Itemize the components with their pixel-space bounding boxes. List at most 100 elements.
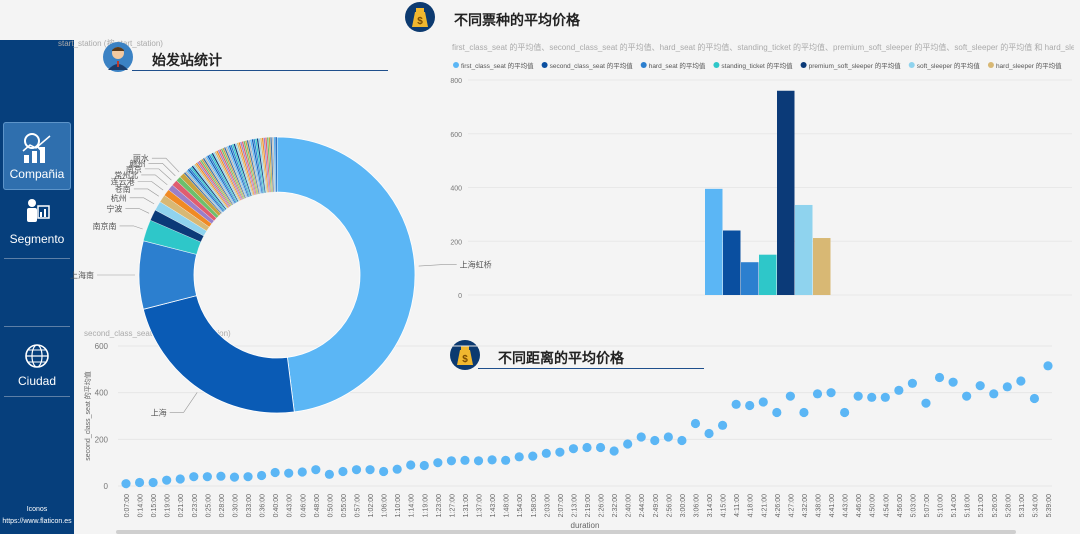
scatter-point xyxy=(324,469,334,479)
svg-text:$: $ xyxy=(462,354,468,365)
bar-y-tick-label: 0 xyxy=(458,293,462,300)
icon-credits: Iconos https://www.flaticon.es xyxy=(0,504,74,528)
scatter-point xyxy=(962,391,972,401)
scatter-x-tick-label: 4:50:00 xyxy=(870,494,877,517)
scatter-x-tick-label: 3:06:00 xyxy=(693,494,700,517)
scatter-point xyxy=(175,474,185,484)
scatter-y-tick-label: 200 xyxy=(95,435,109,444)
scatter-point xyxy=(636,432,646,442)
scatter-point xyxy=(650,435,660,446)
scatter-point xyxy=(826,388,836,398)
money-bag-icon-2: $ xyxy=(450,340,480,370)
scatter-x-tick-label: 5:39:00 xyxy=(1046,494,1053,517)
scatter-point xyxy=(623,439,633,449)
scatter-x-tick-label: 1:48:00 xyxy=(504,494,511,517)
scatter-x-tick-label: 0:50:00 xyxy=(327,494,334,517)
distance-title-underline xyxy=(478,368,704,369)
bar-y-tick-label: 600 xyxy=(450,132,462,139)
scatter-point xyxy=(853,391,863,401)
svg-text:$: $ xyxy=(417,16,423,27)
scatter-point xyxy=(446,456,457,466)
scatter-x-tick-label: 3:00:00 xyxy=(680,494,687,517)
scatter-x-tick-label: 1:54:00 xyxy=(517,494,524,517)
scatter-x-tick-label: 5:21:00 xyxy=(978,494,985,517)
scatter-point xyxy=(256,470,267,481)
station-panel-title: 始发站统计 xyxy=(152,53,222,69)
scatter-x-tick-label: 2:13:00 xyxy=(571,494,578,517)
ticket-chart-subtitle: first_class_seat 的平均值、second_class_seat … xyxy=(452,43,1074,52)
bar xyxy=(705,188,723,295)
scatter-x-tick-label: 5:07:00 xyxy=(924,494,931,517)
scatter-x-tick-label: 0:33:00 xyxy=(246,494,253,517)
scatter-point xyxy=(582,442,592,453)
donut-leader-line xyxy=(137,181,164,191)
scatter-x-tick-label: 0:19:00 xyxy=(165,494,172,517)
scatter-point xyxy=(541,448,551,458)
donut-leader-line xyxy=(148,162,176,177)
scatter-point xyxy=(189,472,199,482)
scatter-x-tick-label: 4:32:00 xyxy=(802,494,809,517)
scatter-point xyxy=(717,420,728,430)
donut-slice-label: 宁波 xyxy=(106,204,122,214)
scatter-x-tick-label: 5:28:00 xyxy=(1005,494,1012,517)
scatter-x-tick-label: 0:21:00 xyxy=(178,494,185,517)
scatter-x-tick-label: 4:21:00 xyxy=(761,494,768,517)
scatter-x-tick-label: 0:23:00 xyxy=(192,494,199,517)
bar-legend-marker xyxy=(713,62,720,68)
scatter-x-tick-label: 1:02:00 xyxy=(368,494,375,517)
scatter-point xyxy=(1043,361,1053,371)
credits-link[interactable]: https://www.flaticon.es xyxy=(2,518,72,525)
scatter-x-tick-label: 4:43:00 xyxy=(843,494,850,517)
scatter-y-tick-label: 600 xyxy=(95,342,109,351)
scatter-point xyxy=(419,460,429,471)
donut-slice xyxy=(142,295,295,414)
scatter-point xyxy=(514,452,524,462)
bar-legend-marker xyxy=(908,62,915,68)
scatter-point xyxy=(433,458,443,468)
bar-legend-label: second_class_seat 的平均值 xyxy=(550,61,634,70)
scatter-point xyxy=(311,465,321,475)
scatter-x-tick-label: 4:41:00 xyxy=(829,494,836,517)
scatter-x-tick-label: 1:19:00 xyxy=(422,494,429,517)
scatter-point xyxy=(690,418,701,429)
scatter-x-tick-label: 0:30:00 xyxy=(232,494,239,517)
bar xyxy=(777,90,795,295)
nav-item-segmento[interactable]: Segmento xyxy=(3,198,71,254)
scatter-point xyxy=(989,389,999,399)
bar-y-tick-label: 200 xyxy=(450,239,462,246)
scatter-x-tick-label: 0:07:00 xyxy=(124,494,131,517)
company-chart-icon xyxy=(22,133,51,163)
scatter-point xyxy=(867,392,877,402)
scatter-x-tick-label: 2:44:00 xyxy=(639,494,646,517)
scatter-x-tick-label: 2:26:00 xyxy=(599,494,606,517)
donut-leader-line xyxy=(169,392,198,413)
scatter-x-tick-label: 5:31:00 xyxy=(1019,494,1026,517)
donut-slice-label: 南京 xyxy=(126,164,142,174)
scatter-x-tick-label: 2:49:00 xyxy=(653,494,660,517)
scatter-point xyxy=(745,400,755,411)
scatter-point xyxy=(148,477,158,488)
scatter-point xyxy=(202,472,212,482)
scatter-point xyxy=(731,399,741,409)
scatter-x-tick-label: 0:14:00 xyxy=(138,494,145,517)
scatter-x-tick-label: 1:14:00 xyxy=(409,494,416,517)
globe-icon xyxy=(25,344,49,368)
scatter-x-tick-label: 0:55:00 xyxy=(341,494,348,517)
scatter-point xyxy=(1029,393,1040,404)
nav-item-compania[interactable]: Compañia xyxy=(3,122,71,190)
ticket-panel-title: 不同票种的平均价格 xyxy=(454,13,580,29)
scatter-x-tick-label: 2:07:00 xyxy=(558,494,565,517)
donut-slice-label: 南京南 xyxy=(93,221,117,231)
bar-legend-marker xyxy=(541,62,548,68)
nav-item-ciudad[interactable]: Ciudad xyxy=(3,342,71,392)
station-person-icon xyxy=(103,42,133,72)
scatter-x-tick-label: 0:40:00 xyxy=(273,494,280,517)
scatter-point xyxy=(907,378,918,388)
scatter-point xyxy=(921,398,931,408)
scatter-x-tick-label: 1:23:00 xyxy=(436,494,443,517)
donut-slice-label: 上海南 xyxy=(70,270,94,280)
scatter-point xyxy=(379,466,389,477)
scatter-x-tick-label: 0:57:00 xyxy=(355,494,362,517)
scatter-x-tick-label: 4:46:00 xyxy=(856,494,863,517)
scatter-x-tick-label: 0:36:00 xyxy=(260,494,267,517)
